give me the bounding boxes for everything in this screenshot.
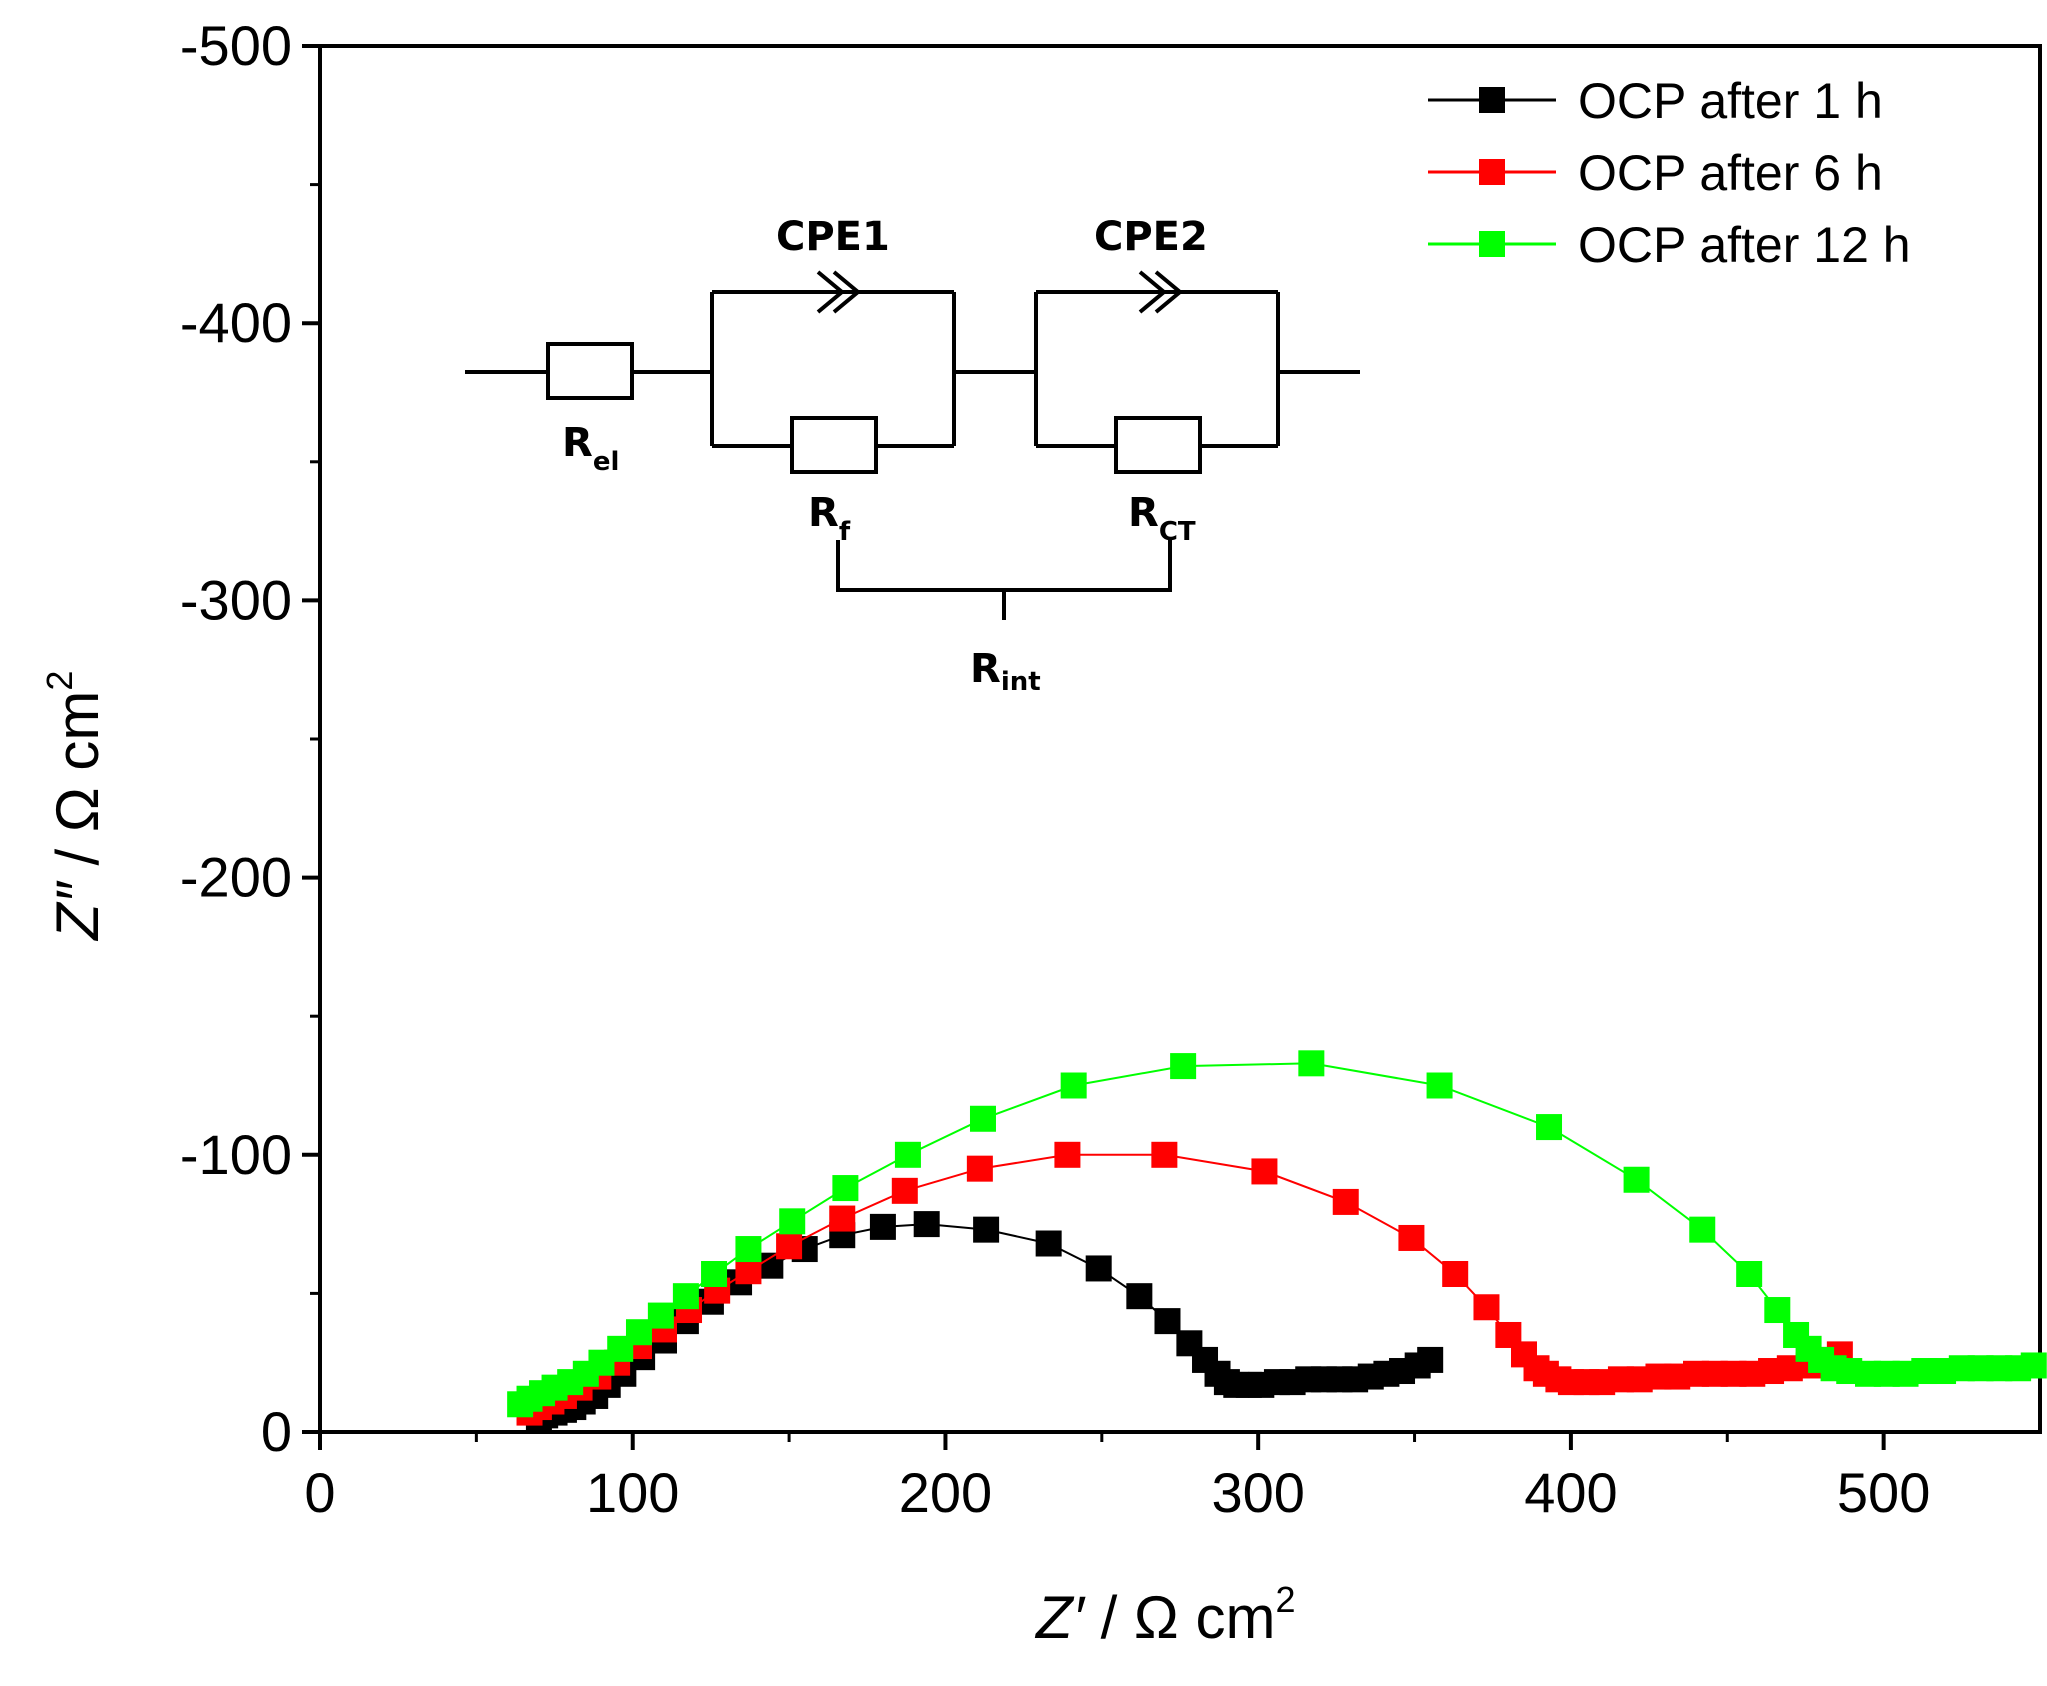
data-point xyxy=(1126,1283,1153,1310)
data-point xyxy=(647,1302,674,1329)
data-point xyxy=(966,1155,993,1182)
legend-label: OCP after 12 h xyxy=(1578,217,1911,273)
x-axis-title: Z′ / Ω cm2 xyxy=(1034,1579,1295,1651)
data-point xyxy=(735,1258,762,1285)
series-3 xyxy=(507,1050,2047,1418)
rint-bracket xyxy=(836,540,1172,620)
data-point xyxy=(1054,1141,1081,1168)
data-point xyxy=(832,1175,859,1202)
legend-item: OCP after 6 h xyxy=(1428,145,1883,201)
data-point xyxy=(913,1211,940,1238)
data-point xyxy=(969,1105,996,1132)
rf-label: Rf xyxy=(808,490,851,547)
y-tick-label: -100 xyxy=(180,1123,292,1186)
rel-label: Rel xyxy=(562,420,619,477)
data-point xyxy=(1170,1053,1197,1080)
series-layer xyxy=(507,1050,2047,1432)
data-point xyxy=(1442,1260,1469,1287)
y-axis-title: Z″ / Ω cm2 xyxy=(39,671,111,942)
data-point xyxy=(1154,1308,1181,1335)
data-point xyxy=(2020,1352,2047,1379)
data-point xyxy=(1764,1297,1791,1324)
legend-marker xyxy=(1479,231,1505,257)
legend: OCP after 1 h OCP after 6 h OCP after 12 h xyxy=(1428,73,1911,273)
legend-marker xyxy=(1479,87,1505,113)
data-point xyxy=(701,1260,728,1287)
x-tick-label: 200 xyxy=(899,1461,992,1524)
data-point xyxy=(1689,1216,1716,1243)
cpe2-symbol xyxy=(1138,270,1184,314)
data-point xyxy=(776,1233,803,1260)
resistor-rf-symbol xyxy=(790,416,878,474)
legend-label: OCP after 6 h xyxy=(1578,145,1883,201)
data-point xyxy=(891,1177,918,1204)
x-tick-label: 400 xyxy=(1524,1461,1617,1524)
x-tick-label: 0 xyxy=(304,1461,335,1524)
x-tick-label: 300 xyxy=(1211,1461,1304,1524)
y-tick-label: -200 xyxy=(180,846,292,909)
data-point xyxy=(779,1208,806,1235)
data-point xyxy=(1398,1224,1425,1251)
x-tick-label: 500 xyxy=(1837,1461,1930,1524)
data-point xyxy=(1426,1072,1453,1099)
cpe2-label: CPE2 xyxy=(1094,214,1208,260)
data-point xyxy=(1736,1260,1763,1287)
data-point xyxy=(1035,1230,1062,1257)
data-point xyxy=(829,1205,856,1232)
data-point xyxy=(1251,1158,1278,1185)
cpe1-label: CPE1 xyxy=(776,214,890,260)
resistor-rct-symbol xyxy=(1114,416,1202,474)
data-point xyxy=(973,1216,1000,1243)
x-tick-label: 100 xyxy=(586,1461,679,1524)
legend-marker xyxy=(1479,159,1505,185)
legend-label: OCP after 1 h xyxy=(1578,73,1883,129)
data-point xyxy=(894,1141,921,1168)
data-point xyxy=(1332,1188,1359,1215)
data-point xyxy=(1085,1255,1112,1282)
resistor-rel-symbol xyxy=(546,342,634,400)
data-point xyxy=(1151,1141,1178,1168)
y-tick-label: -400 xyxy=(180,291,292,354)
legend-item: OCP after 12 h xyxy=(1428,217,1911,273)
data-point xyxy=(869,1213,896,1240)
data-point xyxy=(625,1319,652,1346)
data-point xyxy=(735,1236,762,1263)
data-point xyxy=(1623,1166,1650,1193)
data-point xyxy=(1473,1294,1500,1321)
y-tick-label: 0 xyxy=(261,1400,292,1463)
data-point xyxy=(672,1283,699,1310)
cpe1-symbol xyxy=(816,270,862,314)
axis-ticks xyxy=(302,44,1886,1450)
legend-item: OCP after 1 h xyxy=(1428,73,1883,129)
data-point xyxy=(1417,1346,1444,1373)
equivalent-circuit-inset: CPE1 CPE2 Rel Rf RCT Rint xyxy=(465,214,1360,697)
data-point xyxy=(1298,1050,1325,1077)
data-point xyxy=(1060,1072,1087,1099)
y-tick-label: -500 xyxy=(180,14,292,77)
rint-label: Rint xyxy=(970,646,1041,697)
y-tick-label: -300 xyxy=(180,568,292,631)
axis-tick-labels: 0 100 200 300 400 500 0 -100 -200 -300 -400 -500 xyxy=(180,14,1930,1524)
data-point xyxy=(1536,1114,1563,1141)
rct-label: RCT xyxy=(1128,490,1196,547)
